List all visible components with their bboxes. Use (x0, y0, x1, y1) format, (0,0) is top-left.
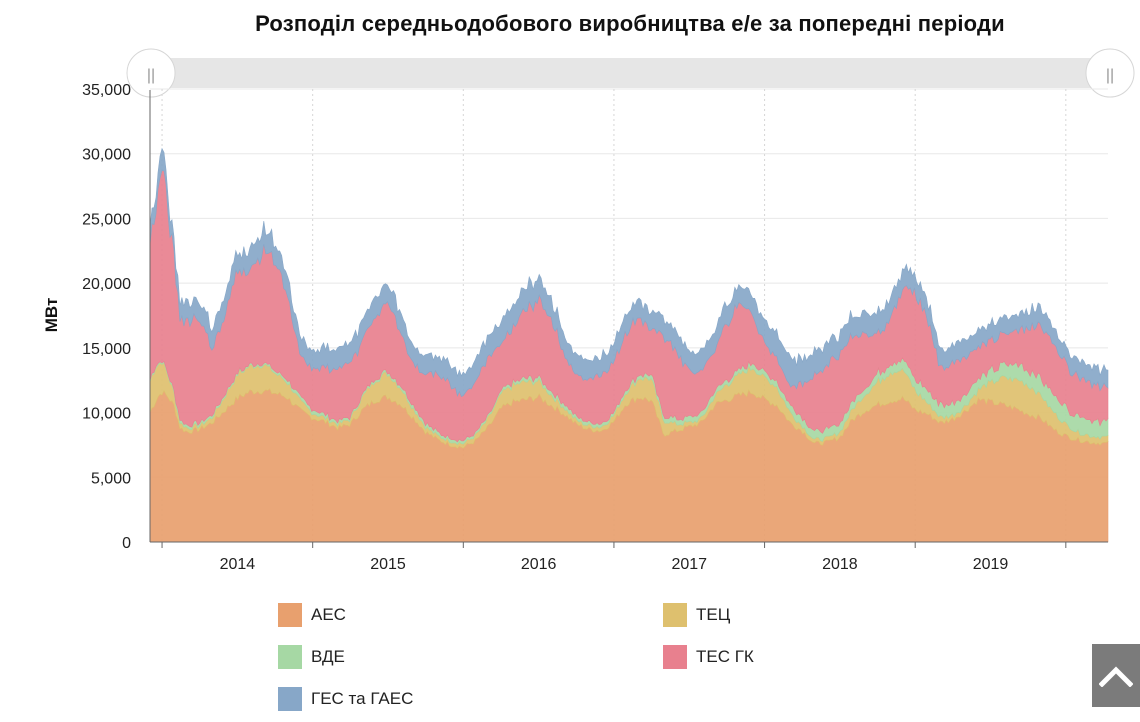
y-tick-labels: 0 5,000 10,000 15,000 20,000 25,000 30,000 35,0… (82, 82, 131, 552)
legend-swatch (278, 645, 302, 669)
legend-label: ГЕС та ГАЕС (311, 689, 414, 708)
y-tick-label: 0 (122, 535, 131, 552)
navigator-right-handle-grip: || (1106, 67, 1114, 84)
legend-swatch (278, 687, 302, 711)
navigator-left-handle-grip: || (147, 67, 155, 84)
y-tick-label: 10,000 (82, 406, 131, 423)
chevron-up-icon (1099, 665, 1133, 687)
navigator-track[interactable] (152, 58, 1115, 88)
x-tick-labels: 2014 2015 2016 2017 2018 2019 (161, 542, 1067, 573)
y-tick-label: 30,000 (82, 147, 131, 164)
series-area-АЕС (149, 388, 1109, 543)
legend-item[interactable]: ВДЕ (278, 645, 345, 669)
legend-swatch (663, 603, 687, 627)
legend-label: ВДЕ (311, 647, 345, 666)
y-tick-label: 15,000 (82, 341, 131, 358)
series-area-ГЕС та ГАЕС (149, 147, 1109, 398)
stacked-areas (149, 147, 1109, 543)
legend-swatch (663, 645, 687, 669)
y-axis-label: МВт (42, 298, 61, 333)
y-tick-label: 25,000 (82, 211, 131, 228)
x-tick-label: 2014 (220, 556, 256, 573)
legend-item[interactable]: ТЕС ГК (663, 645, 754, 669)
navigator-right-handle[interactable]: || (1085, 48, 1135, 98)
legend-item[interactable]: ГЕС та ГАЕС (278, 687, 413, 711)
legend-label: ТЕС ГК (696, 647, 754, 666)
y-tick-label: 5,000 (91, 470, 131, 487)
y-tick-label: 20,000 (82, 276, 131, 293)
legend-label: АЕС (311, 605, 346, 624)
legend-item[interactable]: АЕС (278, 603, 346, 627)
legend-label: ТЕЦ (696, 605, 731, 624)
y-tick-label: 35,000 (82, 82, 131, 99)
chart-title: Розподіл середньодобового виробництва е/… (255, 11, 1005, 36)
navigator-left-handle[interactable]: || (126, 48, 176, 98)
legend-swatch (278, 603, 302, 627)
x-tick-label: 2019 (973, 556, 1009, 573)
scroll-to-top-button[interactable] (1092, 644, 1140, 707)
x-tick-label: 2017 (671, 556, 707, 573)
legend-item[interactable]: ТЕЦ (663, 603, 730, 627)
x-tick-label: 2018 (822, 556, 858, 573)
x-tick-label: 2015 (370, 556, 406, 573)
x-tick-label: 2016 (521, 556, 557, 573)
